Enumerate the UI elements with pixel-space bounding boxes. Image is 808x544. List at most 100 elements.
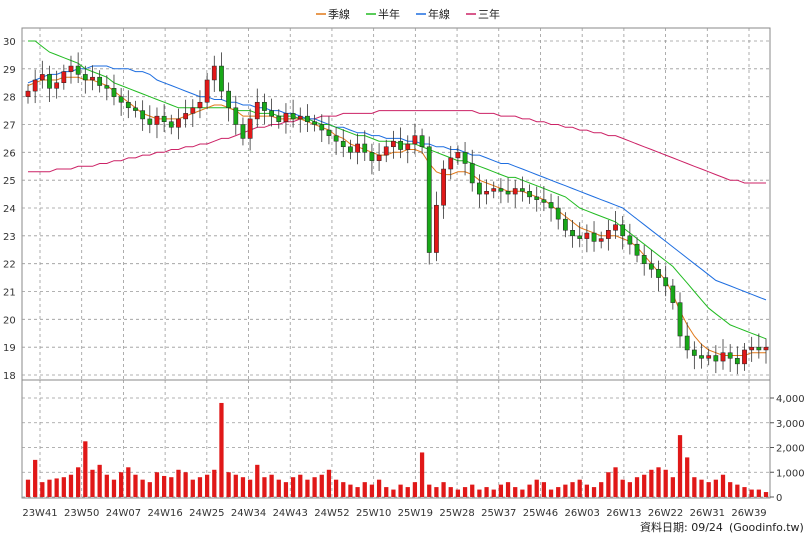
volume-bar bbox=[670, 477, 675, 497]
x-tick-label: 23W41 bbox=[22, 508, 57, 519]
volume-bar bbox=[677, 435, 683, 497]
legend-label-3: 年線 bbox=[428, 7, 450, 21]
candle-body bbox=[677, 302, 683, 337]
volume-bar bbox=[348, 484, 353, 497]
candle-body bbox=[297, 115, 303, 120]
candle-body bbox=[620, 224, 626, 237]
candle-body bbox=[219, 65, 224, 92]
candle-body bbox=[197, 101, 203, 109]
volume-bar bbox=[642, 474, 647, 497]
candle-body bbox=[147, 118, 153, 125]
candle-body bbox=[111, 88, 117, 97]
candle-body bbox=[699, 355, 704, 359]
volume-bar bbox=[33, 459, 38, 497]
volume-tick-label: 0 bbox=[776, 493, 782, 504]
volume-bar bbox=[212, 469, 217, 497]
volume-bar bbox=[376, 479, 382, 497]
volume-bar bbox=[513, 487, 518, 497]
volume-bar bbox=[441, 482, 446, 497]
volume-bar bbox=[713, 479, 718, 497]
price-tick-label: 27 bbox=[3, 121, 16, 132]
volume-bar bbox=[54, 478, 59, 497]
volume-bar bbox=[333, 479, 339, 497]
volume-y-ticks: 0 1,000 2,000 3,000 4,000 bbox=[770, 394, 805, 504]
volume-bar bbox=[262, 477, 267, 497]
candle-body bbox=[355, 143, 360, 153]
candlesticks bbox=[25, 52, 769, 375]
volume-bar bbox=[126, 467, 131, 497]
candle-body bbox=[362, 143, 368, 153]
candle-body bbox=[47, 74, 52, 89]
candle-body bbox=[133, 107, 138, 111]
source-label: (Goodinfo.tw) bbox=[729, 521, 804, 534]
volume-tick-label: 4,000 bbox=[776, 394, 805, 405]
volume-bar bbox=[247, 479, 253, 497]
volume-bar bbox=[756, 489, 761, 497]
candle-body bbox=[763, 346, 769, 351]
candle-body bbox=[591, 232, 597, 242]
volume-bar bbox=[240, 477, 246, 497]
candle-body bbox=[204, 79, 210, 103]
candle-body bbox=[254, 101, 260, 120]
x-tick-label: 26W03 bbox=[565, 508, 600, 519]
volume-bar bbox=[663, 469, 668, 497]
x-tick-label: 25W46 bbox=[523, 508, 558, 519]
volume-bar bbox=[498, 484, 504, 497]
candle-body bbox=[398, 140, 403, 150]
candle-body bbox=[634, 243, 640, 256]
candle-body bbox=[613, 224, 618, 231]
candle-body bbox=[383, 146, 389, 156]
volume-bar bbox=[649, 469, 654, 497]
price-tick-label: 29 bbox=[3, 65, 16, 76]
volume-tick-label: 1,000 bbox=[776, 468, 805, 479]
candle-body bbox=[577, 235, 583, 239]
candle-body bbox=[684, 335, 690, 351]
ma-line-ma-3year bbox=[28, 110, 766, 184]
volume-bar bbox=[83, 441, 88, 497]
volume-bar bbox=[68, 474, 74, 497]
volume-bar bbox=[341, 482, 346, 497]
volume-bar bbox=[548, 489, 554, 497]
volume-bar bbox=[298, 474, 303, 497]
volume-bar bbox=[627, 482, 632, 497]
candle-body bbox=[455, 152, 461, 159]
candle-body bbox=[161, 115, 167, 122]
candle-body bbox=[627, 235, 633, 245]
volume-bar bbox=[412, 482, 418, 497]
volume-bar bbox=[470, 484, 475, 497]
candle-body bbox=[340, 140, 346, 148]
candle-body bbox=[391, 140, 396, 148]
volume-bar bbox=[685, 457, 690, 497]
volume-bar bbox=[183, 472, 188, 497]
price-tick-label: 26 bbox=[3, 148, 16, 159]
candle-body bbox=[405, 143, 411, 150]
candle-body bbox=[333, 135, 339, 142]
candle-body bbox=[104, 85, 110, 89]
volume-bar bbox=[362, 482, 367, 497]
volume-bar bbox=[541, 482, 547, 497]
candle-body bbox=[541, 199, 547, 203]
volume-bar bbox=[169, 477, 174, 497]
volume-bar bbox=[290, 477, 296, 497]
candle-body bbox=[505, 191, 511, 195]
volume-bar bbox=[255, 464, 260, 497]
candle-body bbox=[720, 352, 726, 362]
volume-bar bbox=[147, 482, 152, 497]
candle-body bbox=[183, 113, 189, 120]
candle-body bbox=[555, 207, 561, 220]
candle-body bbox=[61, 71, 67, 84]
volume-bar bbox=[584, 484, 590, 497]
candle-body bbox=[706, 355, 712, 359]
volume-bar bbox=[419, 452, 425, 497]
candle-body bbox=[756, 346, 762, 351]
candle-body bbox=[75, 65, 81, 75]
candle-body bbox=[462, 152, 468, 164]
candle-body bbox=[691, 349, 697, 356]
candle-body bbox=[527, 191, 532, 198]
candle-body bbox=[670, 285, 676, 303]
x-tick-label: 23W50 bbox=[64, 508, 99, 519]
volume-bar bbox=[104, 474, 109, 497]
candle-body bbox=[598, 238, 604, 242]
volume-bar bbox=[606, 472, 611, 497]
